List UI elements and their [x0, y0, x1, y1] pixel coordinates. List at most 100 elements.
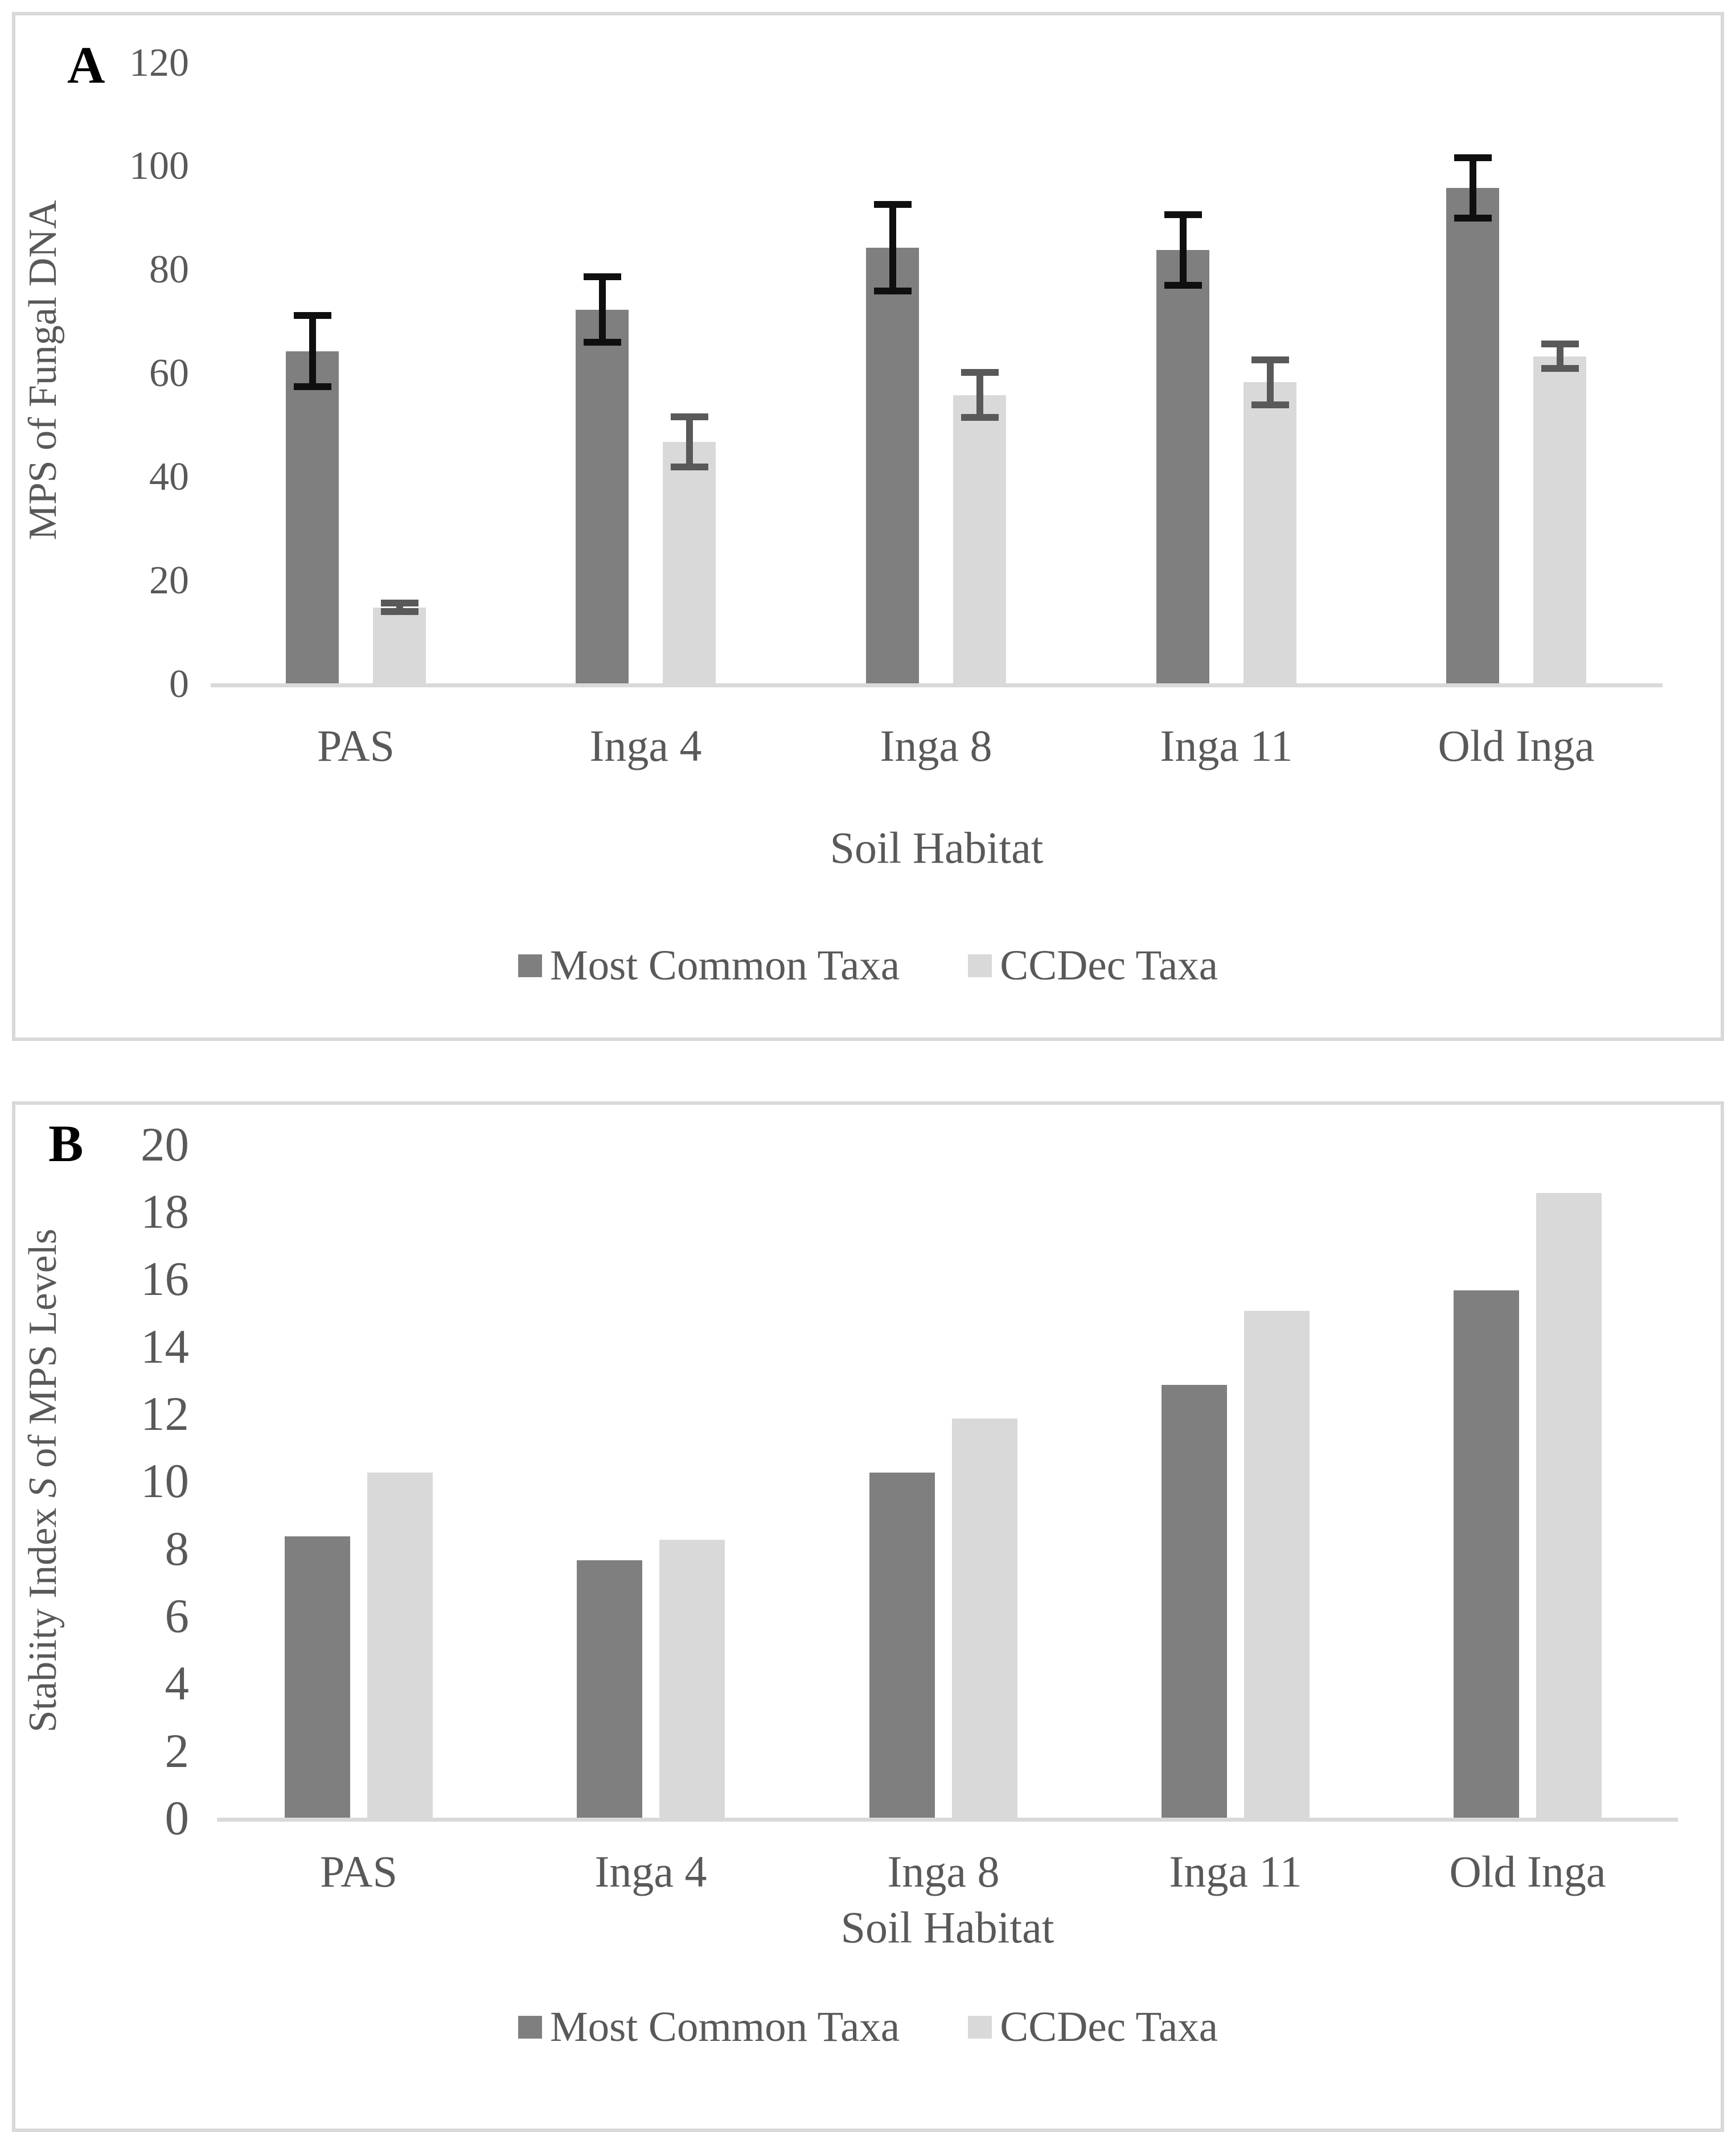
error-bar-ccdec-taxa-old-inga-stem	[1556, 341, 1563, 372]
legend: Most Common Taxa CCDec Taxa	[0, 2006, 1736, 2048]
legend-label-most-common-taxa: Most Common Taxa	[549, 942, 900, 989]
bar-ccdec-taxa-old-inga	[1533, 356, 1586, 687]
y-tick-label-60: 60	[149, 351, 189, 396]
x-axis-line	[211, 683, 1663, 687]
x-tick-label-inga-11: Inga 11	[1169, 1847, 1302, 1896]
bar-most-common-taxa-pas	[286, 351, 339, 687]
y-axis-title: Stabiity Index S of MPS Levels	[19, 1082, 67, 1879]
error-bar-most-common-taxa-inga-4-cap-bottom	[583, 339, 621, 346]
y-tick-label-0: 0	[169, 662, 189, 706]
y-tick-label-4: 4	[165, 1657, 190, 1711]
error-bar-ccdec-taxa-inga-4-stem	[686, 413, 693, 470]
error-bar-most-common-taxa-pas-stem	[309, 312, 316, 390]
x-axis-title: Soil Habitat	[830, 823, 1044, 872]
x-tick-label-old-inga: Old Inga	[1449, 1847, 1606, 1896]
bar-ccdec-taxa-old-inga	[1536, 1192, 1602, 1821]
error-bar-most-common-taxa-inga-8-cap-top	[873, 200, 912, 208]
bar-ccdec-taxa-pas	[373, 607, 426, 687]
bar-ccdec-taxa-inga-11	[1244, 1310, 1310, 1821]
error-bar-ccdec-taxa-inga-11-cap-top	[1251, 356, 1289, 363]
x-tick-label-inga-4: Inga 4	[594, 1847, 707, 1896]
y-axis-title-italic: S	[21, 1478, 65, 1498]
error-bar-most-common-taxa-inga-11-cap-bottom	[1164, 282, 1202, 289]
bar-ccdec-taxa-inga-4	[659, 1540, 725, 1821]
x-tick-label-inga-8: Inga 8	[887, 1847, 1000, 1896]
error-bar-most-common-taxa-pas-cap-bottom	[293, 383, 331, 390]
y-axis-title: MPS of Fungal DNA	[19, 0, 67, 769]
error-bar-ccdec-taxa-inga-11-cap-bottom	[1251, 401, 1289, 408]
error-bar-most-common-taxa-inga-11-stem	[1179, 211, 1187, 289]
bar-most-common-taxa-old-inga	[1446, 188, 1499, 687]
bar-most-common-taxa-old-inga	[1454, 1290, 1519, 1821]
y-axis-title-suffix: of MPS Levels	[21, 1228, 65, 1478]
x-axis-title: Soil Habitat	[840, 1903, 1054, 1952]
y-tick-label-8: 8	[165, 1522, 190, 1576]
y-tick-label-40: 40	[149, 454, 189, 499]
legend-item-ccdec-taxa: CCDec Taxa	[968, 944, 1218, 987]
error-bar-most-common-taxa-inga-4-stem	[598, 273, 606, 346]
error-bar-ccdec-taxa-inga-8-stem	[976, 369, 983, 421]
y-tick-label-120: 120	[129, 40, 189, 85]
error-bar-most-common-taxa-old-inga-stem	[1469, 154, 1476, 222]
bar-ccdec-taxa-inga-8	[953, 395, 1006, 687]
y-tick-label-2: 2	[165, 1724, 190, 1778]
x-tick-label-old-inga: Old Inga	[1438, 721, 1595, 770]
bar-most-common-taxa-pas	[285, 1536, 350, 1821]
y-tick-label-12: 12	[141, 1387, 189, 1441]
x-tick-label-inga-4: Inga 4	[589, 721, 702, 770]
panel-label-a: A	[67, 36, 105, 94]
y-tick-label-80: 80	[149, 248, 189, 292]
bar-most-common-taxa-inga-11	[1156, 250, 1209, 687]
bar-most-common-taxa-inga-11	[1162, 1384, 1227, 1821]
bar-ccdec-taxa-inga-8	[952, 1418, 1017, 1821]
legend-swatch-most-common-taxa	[518, 2015, 542, 2039]
error-bar-ccdec-taxa-inga-8-cap-bottom	[961, 414, 999, 421]
bar-most-common-taxa-inga-8	[866, 247, 919, 687]
y-tick-label-20: 20	[141, 1117, 189, 1171]
legend-label-ccdec-taxa: CCDec Taxa	[1000, 2003, 1218, 2051]
legend-swatch-ccdec-taxa	[968, 954, 992, 977]
error-bar-ccdec-taxa-pas-cap-bottom	[380, 608, 418, 616]
error-bar-ccdec-taxa-inga-4-cap-bottom	[670, 463, 708, 470]
bar-most-common-taxa-inga-4	[576, 309, 629, 687]
bar-ccdec-taxa-pas	[367, 1472, 433, 1821]
bar-ccdec-taxa-inga-4	[663, 441, 716, 687]
legend-swatch-most-common-taxa	[518, 954, 542, 977]
bar-ccdec-taxa-inga-11	[1243, 382, 1296, 687]
y-tick-label-18: 18	[141, 1185, 189, 1239]
error-bar-ccdec-taxa-inga-8-cap-top	[961, 369, 999, 376]
legend: Most Common Taxa CCDec Taxa	[0, 944, 1736, 987]
y-tick-label-16: 16	[141, 1252, 189, 1306]
y-tick-label-10: 10	[141, 1454, 189, 1508]
panel-label-b: B	[48, 1114, 84, 1172]
legend-item-most-common-taxa: Most Common Taxa	[518, 2006, 900, 2048]
legend-swatch-ccdec-taxa	[968, 2015, 992, 2039]
legend-item-ccdec-taxa: CCDec Taxa	[968, 2006, 1218, 2048]
bar-most-common-taxa-inga-8	[869, 1472, 935, 1821]
legend-item-most-common-taxa: Most Common Taxa	[518, 944, 900, 987]
error-bar-ccdec-taxa-inga-4-cap-top	[670, 413, 708, 420]
x-tick-label-pas: PAS	[320, 1847, 397, 1896]
error-bar-most-common-taxa-old-inga-cap-bottom	[1454, 215, 1492, 222]
error-bar-most-common-taxa-inga-11-cap-top	[1164, 211, 1202, 219]
x-axis-line	[217, 1818, 1678, 1822]
y-axis-title-prefix: Stabiity Index	[21, 1498, 65, 1733]
error-bar-ccdec-taxa-inga-11-stem	[1266, 356, 1274, 408]
error-bar-ccdec-taxa-pas-cap-top	[380, 599, 418, 606]
error-bar-most-common-taxa-inga-8-stem	[889, 200, 896, 294]
legend-label-ccdec-taxa: CCDec Taxa	[1000, 942, 1218, 989]
error-bar-most-common-taxa-inga-4-cap-top	[583, 273, 621, 281]
x-tick-label-inga-8: Inga 8	[880, 721, 992, 770]
error-bar-ccdec-taxa-old-inga-cap-top	[1541, 341, 1579, 348]
y-tick-label-0: 0	[165, 1791, 190, 1845]
error-bar-most-common-taxa-old-inga-cap-top	[1454, 154, 1492, 162]
x-tick-label-inga-11: Inga 11	[1160, 721, 1293, 770]
y-tick-label-20: 20	[149, 558, 189, 602]
legend-label-most-common-taxa: Most Common Taxa	[549, 2003, 900, 2051]
y-tick-label-14: 14	[141, 1319, 189, 1374]
y-tick-label-6: 6	[165, 1589, 190, 1643]
x-tick-label-pas: PAS	[317, 721, 395, 770]
error-bar-most-common-taxa-pas-cap-top	[293, 312, 331, 319]
error-bar-ccdec-taxa-old-inga-cap-bottom	[1541, 364, 1579, 372]
